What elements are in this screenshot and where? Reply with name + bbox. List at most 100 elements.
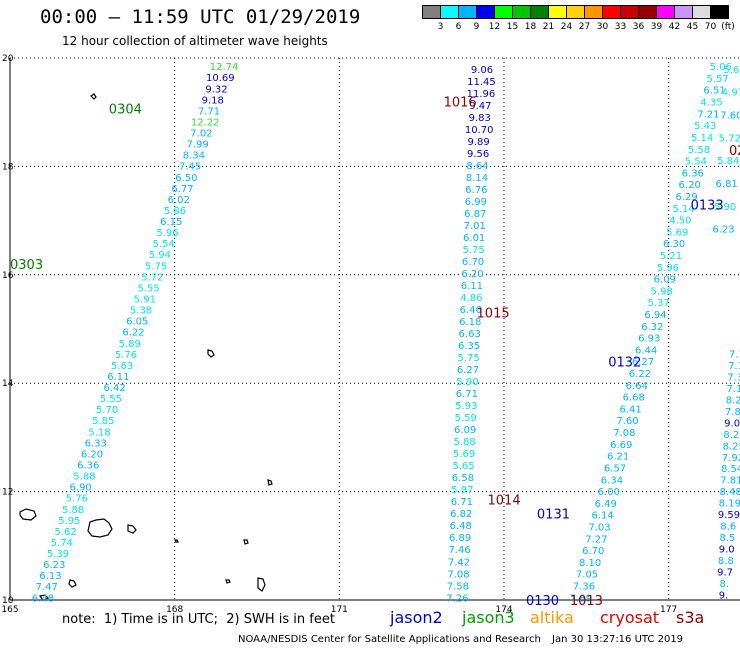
wave-height-value: 5.91 bbox=[134, 295, 156, 306]
pass-time-label: 0131 bbox=[537, 507, 570, 522]
colorbar-swatch bbox=[656, 5, 675, 19]
colorbar-label: 18 bbox=[524, 22, 537, 32]
wave-height-value: 10.70 bbox=[465, 125, 494, 136]
wave-height-value: 9.89 bbox=[468, 137, 490, 148]
wave-height-value: 6.27 bbox=[457, 365, 479, 376]
wave-height-value: 6.02 bbox=[168, 195, 190, 206]
colorbar-swatch bbox=[620, 5, 639, 19]
lon-tick-label: 177 bbox=[660, 605, 677, 615]
lat-tick-label: 20 bbox=[2, 54, 14, 64]
island-outline bbox=[225, 579, 231, 584]
wave-height-value: 6.05 bbox=[126, 317, 148, 328]
wave-height-value: 5.89 bbox=[119, 339, 141, 350]
wave-height-value: 5.57 bbox=[707, 74, 729, 85]
wave-height-value: 7.02 bbox=[190, 129, 212, 140]
wave-height-value: 5.55 bbox=[100, 394, 122, 405]
colorbar-swatch bbox=[692, 5, 711, 19]
wave-height-value: 7.36 bbox=[573, 581, 595, 592]
wave-height-value: 6.57 bbox=[604, 463, 626, 474]
colorbar-label: 21 bbox=[542, 22, 555, 32]
wave-height-value: 8.26 bbox=[726, 395, 740, 406]
island-outline bbox=[257, 577, 266, 592]
wave-height-value: 4.35 bbox=[700, 98, 722, 109]
colorbar-swatch bbox=[530, 5, 549, 19]
pass-time-label: 0130 bbox=[526, 594, 559, 609]
pass-time-label: 1013 bbox=[570, 594, 603, 609]
axis-tick-labels: 165 168 171 174 177 20 18 16 14 12 10 bbox=[1, 54, 677, 615]
footer-timestamp: Jan 30 13:27:16 UTC 2019 bbox=[552, 634, 684, 645]
wave-height-value: 5.54 bbox=[685, 157, 707, 168]
colorbar-swatch bbox=[638, 5, 657, 19]
wave-height-value: 6.69 bbox=[610, 440, 632, 451]
wave-height-value: 6.18 bbox=[459, 317, 481, 328]
wave-height-value: 7.10 bbox=[727, 384, 740, 395]
colorbar-unit: (ft) bbox=[721, 22, 735, 32]
wave-height-value: 5.94 bbox=[149, 250, 171, 261]
lon-tick-label: 174 bbox=[495, 605, 512, 615]
wave-height-value: 5.88 bbox=[453, 437, 475, 448]
wave-height-value: 7.87 bbox=[725, 407, 740, 418]
wave-height-value: 5.38 bbox=[130, 306, 152, 317]
island-outline bbox=[19, 508, 37, 521]
colorbar-label: 42 bbox=[668, 22, 681, 32]
wave-height-value: 7.08 bbox=[613, 428, 635, 439]
island-outline bbox=[90, 93, 97, 100]
island-outline bbox=[243, 539, 249, 545]
satellite-legend-cryosat: cryosat bbox=[600, 608, 660, 627]
lon-tick-label: 171 bbox=[331, 605, 348, 615]
wave-height-value: 4.97 bbox=[722, 88, 740, 99]
wave-height-value: 8.25 bbox=[723, 441, 740, 452]
wave-height-value: 5.55 bbox=[137, 283, 159, 294]
colorbar-label: 45 bbox=[686, 22, 699, 32]
wave-height-value: 6.22 bbox=[629, 369, 651, 380]
wave-height-value: 6.44 bbox=[635, 345, 657, 356]
wave-height-value: 7.31 bbox=[727, 372, 740, 383]
colorbar-swatch bbox=[602, 5, 621, 19]
wave-height-value: 9.59 bbox=[718, 510, 740, 521]
wave-height-value: 5.18 bbox=[88, 427, 110, 438]
wave-height-value: 6.50 bbox=[175, 173, 197, 184]
pass-time-label: 0133 bbox=[691, 198, 724, 213]
wave-height-value: 6.34 bbox=[601, 475, 623, 486]
wave-height-value: 7.47 bbox=[36, 582, 58, 593]
wave-height-value: 7.81 bbox=[720, 476, 740, 487]
page-subtitle: 12 hour collection of altimeter wave hei… bbox=[62, 34, 328, 48]
satellite-legend-s3a: s3a bbox=[676, 608, 705, 627]
wave-height-value: 5.74 bbox=[51, 538, 73, 549]
wave-height-value: 5.90 bbox=[456, 377, 478, 388]
wave-height-value: 8.23 bbox=[723, 430, 740, 441]
pass-time-label: 023 bbox=[729, 144, 740, 159]
wave-height-value: 7.27 bbox=[585, 534, 607, 545]
wave-height-value: 5.95 bbox=[58, 516, 80, 527]
lat-tick-label: 12 bbox=[2, 488, 13, 498]
wave-height-value: 4.86 bbox=[460, 293, 482, 304]
pass-time-label: 0304 bbox=[109, 102, 142, 117]
wave-height-value: 6.21 bbox=[607, 452, 629, 463]
lon-tick-label: 165 bbox=[1, 605, 18, 615]
wave-height-value: 6.00 bbox=[598, 487, 620, 498]
colorbar-swatch bbox=[512, 5, 531, 19]
wave-height-value: 6.94 bbox=[644, 310, 666, 321]
wave-height-value: 6.23 bbox=[43, 560, 65, 571]
lat-tick-label: 14 bbox=[2, 379, 14, 389]
wave-height-value: 7.58 bbox=[447, 581, 469, 592]
wave-height-value: 5.88 bbox=[73, 472, 95, 483]
wave-height-value: 8.48 bbox=[719, 487, 740, 498]
colorbar-swatch bbox=[710, 5, 729, 19]
wave-height-value: 5.86 bbox=[164, 206, 186, 217]
wave-height-value: 6.41 bbox=[619, 404, 641, 415]
footer-credit: NOAA/NESDIS Center for Satellite Applica… bbox=[238, 634, 541, 645]
wave-height-value: 6.99 bbox=[465, 197, 487, 208]
island-outline bbox=[127, 524, 137, 534]
colorbar-swatch bbox=[566, 5, 585, 19]
wave-height-value: 6.11 bbox=[107, 372, 129, 383]
wave-height-value: 7.05 bbox=[576, 570, 598, 581]
colorbar-swatch bbox=[494, 5, 513, 19]
wave-height-value: 6.48 bbox=[450, 521, 472, 532]
wave-height-value: 6.20 bbox=[679, 180, 701, 191]
wave-height-value: 8.34 bbox=[183, 151, 205, 162]
wave-height-value: 7.42 bbox=[448, 557, 470, 568]
wave-height-value: 9.18 bbox=[202, 95, 224, 106]
wave-height-value: 6.82 bbox=[450, 509, 472, 520]
